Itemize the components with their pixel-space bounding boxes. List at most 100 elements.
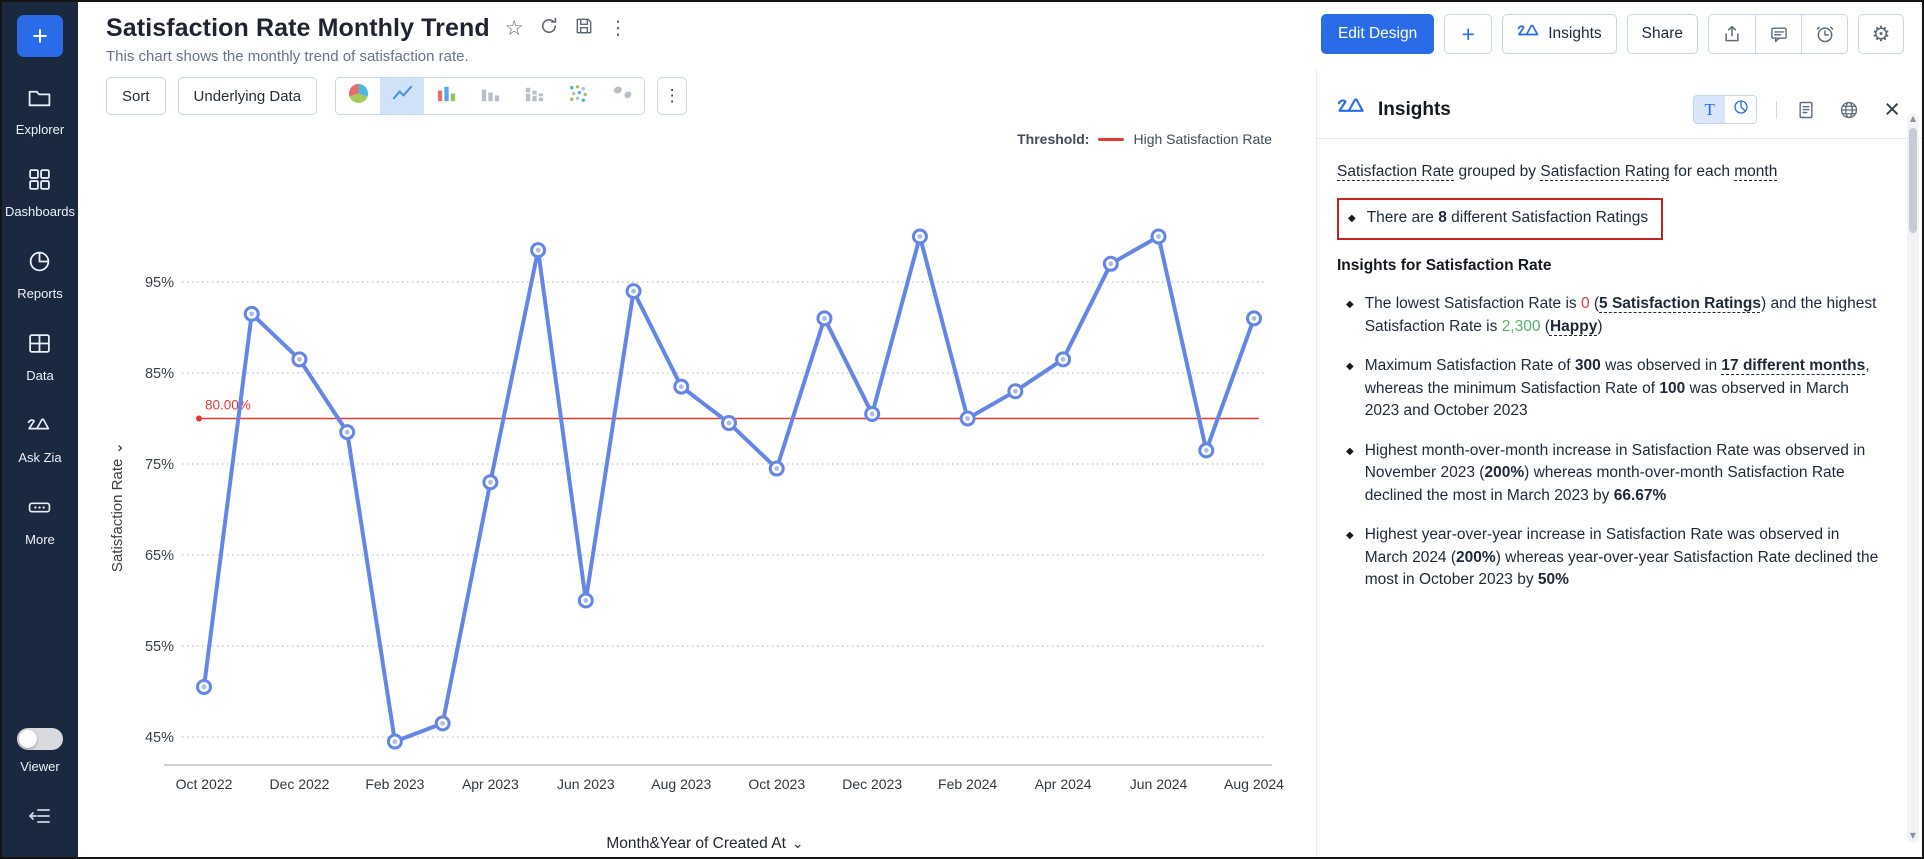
insight-bullet-text: The lowest Satisfaction Rate is 0 (5 Sat… [1364, 295, 1877, 335]
x-tick-label: Apr 2024 [1035, 776, 1092, 792]
y-tick-label: 75% [145, 457, 174, 473]
alarm-icon[interactable] [1801, 15, 1847, 53]
viewer-section: Viewer [17, 728, 63, 774]
sidebar-item-more[interactable]: More [25, 495, 55, 547]
sidebar-item-label: More [25, 532, 55, 547]
x-axis-title[interactable]: Month&Year of Created At ⌄ [104, 835, 1306, 853]
bullet-diamond-icon: ◆ [1346, 361, 1354, 373]
map-chart-icon [611, 82, 634, 110]
bar-chart-color-type-button[interactable] [424, 78, 469, 114]
threshold-name: High Satisfaction Rate [1133, 131, 1272, 147]
close-icon[interactable]: × [1884, 93, 1900, 124]
toggle-knob [19, 730, 37, 748]
insights-button-label: Insights [1548, 25, 1602, 42]
insights-panel: Insights T [1316, 69, 1922, 857]
page-title: Satisfaction Rate Monthly Trend [106, 14, 490, 42]
threshold-label: Threshold: [1017, 131, 1090, 147]
y-axis-title[interactable]: Satisfaction Rate ⌄ [109, 442, 126, 572]
settings-button[interactable]: ⚙ [1858, 14, 1904, 54]
header-actions: Edit Design + Insights Share [1320, 14, 1904, 54]
x-tick-label: Jun 2023 [557, 776, 615, 792]
reports-icon [27, 249, 52, 279]
threshold-line-swatch [1098, 137, 1125, 141]
sidebar-item-data[interactable]: Data [26, 331, 54, 383]
x-tick-label: Aug 2024 [1224, 776, 1284, 792]
insights-button[interactable]: Insights [1502, 14, 1617, 54]
refresh-icon[interactable] [539, 16, 559, 41]
kebab-menu-icon[interactable]: ⋮ [608, 17, 628, 39]
threshold-legend: Threshold: High Satisfaction Rate [1017, 131, 1272, 147]
y-tick-label: 55% [145, 639, 174, 655]
sort-button[interactable]: Sort [106, 77, 166, 115]
insight-bullet: ◆ Highest month-over-month increase in Sa… [1337, 440, 1882, 507]
x-axis-title-label: Month&Year of Created At [606, 835, 786, 852]
line-chart: 45% 55% 65% 75% 85% 95% Oct 2022 Dec 2022 Feb 20… [104, 147, 1306, 834]
sidebar-item-ask-zia[interactable]: Ask Zia [18, 413, 62, 465]
insight-bullet-text: Highest month-over-month increase in Sat… [1364, 441, 1866, 504]
sidebar-item-label: Reports [17, 286, 63, 301]
bullet-diamond-icon: ◆ [1346, 445, 1354, 457]
pie-chart-type-button[interactable] [336, 78, 381, 114]
sidebar-item-explorer[interactable]: Explorer [16, 85, 64, 137]
line-chart-type-button[interactable] [380, 78, 425, 114]
edit-design-button[interactable]: Edit Design [1320, 14, 1435, 54]
insight-bullet-text: Maximum Satisfaction Rate of 300 was obs… [1364, 357, 1870, 420]
globe-icon[interactable] [1839, 100, 1859, 120]
chart-column: Sort Underlying Data ⋮ Threshold: High S… [78, 69, 1316, 857]
insights-summary: Satisfaction Rate grouped by Satisfactio… [1337, 163, 1778, 180]
scatter-plot-icon [567, 82, 590, 110]
scroll-down-icon[interactable]: ▼ [1909, 831, 1917, 841]
scrollbar-thumb[interactable] [1909, 127, 1917, 233]
insights-body: Satisfaction Rate grouped by Satisfactio… [1317, 139, 1922, 609]
viewer-label: Viewer [20, 759, 60, 774]
sidebar-nav: Explorer Dashboards Reports Data Ask Zia More [5, 85, 75, 547]
sidebar-item-reports[interactable]: Reports [17, 249, 63, 301]
bullet-diamond-icon: ◆ [1348, 213, 1356, 225]
scatter-plot-type-button[interactable] [556, 78, 601, 114]
save-icon[interactable] [574, 16, 594, 41]
share-button[interactable]: Share [1626, 14, 1698, 54]
insights-section-title: Insights for Satisfaction Rate [1337, 256, 1552, 274]
line-chart-icon [391, 82, 414, 110]
y-tick-label: 45% [145, 730, 174, 746]
bar-chart-color-icon [435, 82, 458, 110]
bar-chart-gray-type-button[interactable] [468, 78, 513, 114]
sidebar-item-label: Dashboards [4, 204, 76, 219]
zia-icon [27, 413, 52, 443]
export-icon[interactable] [1709, 15, 1755, 53]
chart-type-more-button[interactable]: ⋮ [657, 77, 688, 115]
text-view-toggle[interactable]: T [1694, 96, 1726, 123]
scroll-up-icon[interactable]: ▲ [1909, 114, 1917, 123]
insight-bullet-text: Highest year-over-year increase in Satis… [1364, 526, 1879, 589]
document-icon[interactable] [1796, 100, 1816, 120]
sidebar-item-label: Data [26, 368, 54, 383]
underlying-data-button[interactable]: Underlying Data [177, 77, 318, 115]
bullet-diamond-icon: ◆ [1346, 530, 1354, 542]
star-icon[interactable]: ☆ [504, 16, 524, 40]
divider [1776, 100, 1778, 119]
divider [1317, 138, 1922, 139]
stacked-bar-type-button[interactable] [512, 78, 557, 114]
gear-icon: ⚙ [1871, 22, 1891, 46]
zia-icon [1517, 24, 1541, 44]
bullet-diamond-icon: ◆ [1346, 299, 1354, 311]
y-tick-label: 65% [145, 548, 174, 564]
line-chart-svg[interactable]: 45% 55% 65% 75% 85% 95% Oct 2022 Dec 2022 Feb 20… [104, 147, 1294, 797]
sidebar-item-dashboards[interactable]: Dashboards [5, 167, 75, 219]
viewer-toggle[interactable] [17, 728, 63, 750]
bar-chart-gray-icon [479, 82, 502, 110]
insights-scrollbar[interactable]: ▲ ▼ [1907, 113, 1919, 843]
map-chart-type-button[interactable] [600, 78, 645, 114]
add-button[interactable]: + [17, 15, 63, 57]
main-area: Satisfaction Rate Monthly Trend ☆ [78, 2, 1922, 857]
x-tick-label: Dec 2022 [269, 776, 329, 792]
collapse-sidebar-button[interactable] [28, 804, 52, 833]
sidebar-item-label: Ask Zia [18, 450, 62, 465]
threshold-value-label: 80.00% [205, 398, 251, 413]
add-report-button[interactable]: + [1444, 14, 1493, 54]
zia-icon [1337, 96, 1367, 123]
series-line[interactable] [202, 234, 1256, 744]
chart-view-toggle[interactable] [1725, 96, 1757, 123]
comment-icon[interactable] [1755, 15, 1801, 53]
